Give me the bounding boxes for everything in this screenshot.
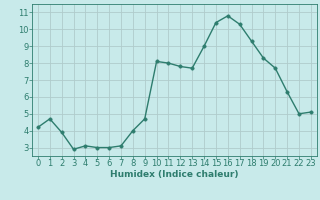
X-axis label: Humidex (Indice chaleur): Humidex (Indice chaleur) bbox=[110, 170, 239, 179]
